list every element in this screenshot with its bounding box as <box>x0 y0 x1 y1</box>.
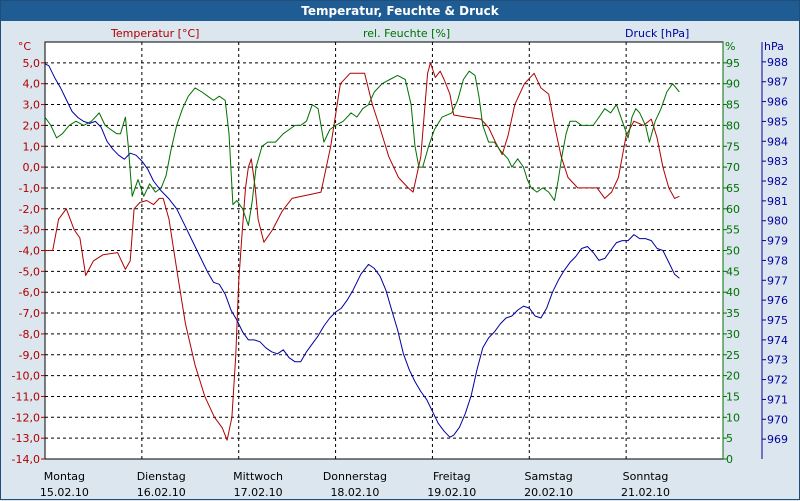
humidity-tick-label: 90 <box>726 78 740 91</box>
axes <box>41 42 766 460</box>
humidity-tick-label: 45 <box>726 265 740 278</box>
temp-tick-label: -6,0 <box>19 286 40 299</box>
humidity-tick-label: 60 <box>726 203 740 216</box>
pressure-tick-label: 978 <box>767 254 788 267</box>
x-tick-date: 19.02.10 <box>427 486 476 499</box>
pressure-tick-label: 982 <box>767 175 788 188</box>
x-tick-day: Samstag <box>525 470 573 483</box>
x-tick-day: Donnerstag <box>323 470 387 483</box>
pressure-tick-label: 981 <box>767 195 788 208</box>
x-tick-date: 16.02.10 <box>137 486 186 499</box>
humidity-tick-label: 10 <box>726 411 740 424</box>
pressure-tick-label: 974 <box>767 334 788 347</box>
temp-tick-label: -14,0 <box>12 453 40 466</box>
pressure-tick-label: 977 <box>767 274 788 287</box>
pressure-tick-label: 970 <box>767 413 788 426</box>
pressure-axis-title: Druck [hPa] <box>625 27 689 40</box>
x-tick-date: 18.02.10 <box>330 486 379 499</box>
pressure-tick-label: 975 <box>767 314 788 327</box>
x-tick-date: 21.02.10 <box>621 486 670 499</box>
temp-tick-label: -2,0 <box>19 203 40 216</box>
x-tick-day: Freitag <box>433 470 471 483</box>
humidity-tick-label: 25 <box>726 349 740 362</box>
pressure-tick-label: 984 <box>767 135 788 148</box>
pressure-tick-label: 976 <box>767 294 788 307</box>
temp-tick-label: -1,0 <box>19 182 40 195</box>
axis-labels: 5,0 4,0 3,0 2,0 1,0 0,0 -1,0 -2,0 -3,0 -4,0 -5,0 -6… <box>12 27 788 499</box>
temp-tick-label: 2,0 <box>23 119 41 132</box>
temp-tick-label: -3,0 <box>19 224 40 237</box>
humidity-axis-title: rel. Feuchte [%] <box>363 27 450 40</box>
humidity-unit-label: % <box>725 40 735 53</box>
chart-title: Temperatur, Feuchte & Druck <box>1 1 799 21</box>
humidity-tick-label: 20 <box>726 370 740 383</box>
humidity-tick-label: 95 <box>726 57 740 70</box>
x-tick-date: 15.02.10 <box>40 486 89 499</box>
temp-tick-label: 3,0 <box>23 99 41 112</box>
pressure-tick-label: 969 <box>767 433 788 446</box>
humidity-tick-label: 55 <box>726 224 740 237</box>
humidity-tick-label: 35 <box>726 307 740 320</box>
temp-tick-label: -12,0 <box>12 411 40 424</box>
pressure-tick-label: 986 <box>767 96 788 109</box>
pressure-tick-label: 973 <box>767 354 788 367</box>
pressure-tick-label: 988 <box>767 56 788 69</box>
pressure-tick-label: 983 <box>767 155 788 168</box>
temp-tick-label: 1,0 <box>23 140 41 153</box>
humidity-tick-label: 75 <box>726 140 740 153</box>
temp-axis-title: Temperatur [°C] <box>110 27 199 40</box>
x-tick-date: 20.02.10 <box>524 486 573 499</box>
humidity-tick-label: 40 <box>726 286 740 299</box>
pressure-series-line <box>44 63 680 438</box>
temp-tick-label: -9,0 <box>19 349 40 362</box>
temp-tick-label: -10,0 <box>12 370 40 383</box>
humidity-tick-label: 50 <box>726 245 740 258</box>
pressure-tick-label: 972 <box>767 374 788 387</box>
temp-tick-label: -7,0 <box>19 307 40 320</box>
x-tick-day: Mittwoch <box>233 470 283 483</box>
temp-tick-label: 4,0 <box>23 78 41 91</box>
x-tick-date: 17.02.10 <box>234 486 283 499</box>
humidity-tick-label: 30 <box>726 328 740 341</box>
temp-tick-label: -8,0 <box>19 328 40 341</box>
temp-tick-label: -4,0 <box>19 245 40 258</box>
humidity-series-line <box>44 70 680 226</box>
x-tick-day: Montag <box>44 470 85 483</box>
temperature-series-line <box>45 62 680 441</box>
pressure-tick-label: 987 <box>767 76 788 89</box>
pressure-unit-label: hPa <box>764 40 784 53</box>
humidity-tick-label: 85 <box>726 99 740 112</box>
pressure-tick-label: 971 <box>767 393 788 406</box>
temp-tick-label: -13,0 <box>12 432 40 445</box>
temp-tick-label: -5,0 <box>19 265 40 278</box>
pressure-tick-label: 979 <box>767 235 788 248</box>
temp-tick-label: 0,0 <box>23 161 41 174</box>
pressure-tick-label: 985 <box>767 115 788 128</box>
temp-unit-label: °C <box>18 40 32 53</box>
grid-lines <box>45 42 723 459</box>
humidity-tick-label: 5 <box>726 432 733 445</box>
series-layer <box>44 62 680 441</box>
humidity-tick-label: 15 <box>726 390 740 403</box>
temp-tick-label: -11,0 <box>12 390 40 403</box>
humidity-tick-label: 70 <box>726 161 740 174</box>
temp-tick-label: 5,0 <box>23 57 41 70</box>
humidity-tick-label: 65 <box>726 182 740 195</box>
pressure-tick-label: 980 <box>767 215 788 228</box>
x-tick-day: Sonntag <box>623 470 669 483</box>
humidity-tick-label: 80 <box>726 119 740 132</box>
humidity-tick-label: 0 <box>726 453 733 466</box>
x-tick-day: Dienstag <box>137 470 186 483</box>
